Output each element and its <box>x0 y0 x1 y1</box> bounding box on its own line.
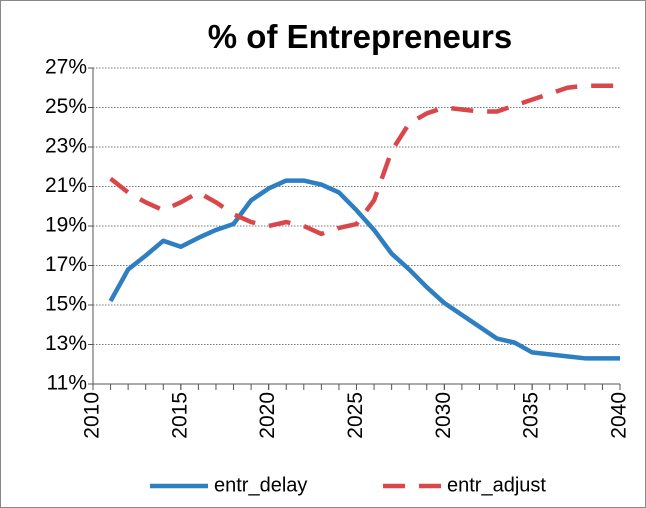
x-tick-label: 2040 <box>608 392 631 439</box>
y-tick-label: 19% <box>45 214 87 237</box>
y-tick-label: 25% <box>45 95 87 118</box>
chart-title: % of Entrepreneurs <box>208 18 512 55</box>
y-tick-label: 17% <box>45 253 87 276</box>
y-tick-label: 27% <box>45 56 87 79</box>
x-tick-label: 2020 <box>256 392 279 439</box>
x-tick-label: 2010 <box>81 392 104 439</box>
x-tick-label: 2035 <box>520 392 543 439</box>
y-tick-label: 13% <box>45 332 87 355</box>
y-tick-label: 11% <box>47 372 87 395</box>
y-tick-label: 21% <box>45 174 87 197</box>
legend-label: entr_adjust <box>447 474 546 496</box>
series-line <box>109 83 620 237</box>
x-tick-label: 2030 <box>432 392 455 439</box>
y-tick-label: 15% <box>45 293 87 316</box>
series-line <box>108 178 620 361</box>
y-tick-label: 23% <box>45 135 87 158</box>
legend-label: entr_delay <box>214 474 307 496</box>
x-tick-label: 2015 <box>168 392 191 439</box>
x-tick-label: 2025 <box>344 392 367 439</box>
